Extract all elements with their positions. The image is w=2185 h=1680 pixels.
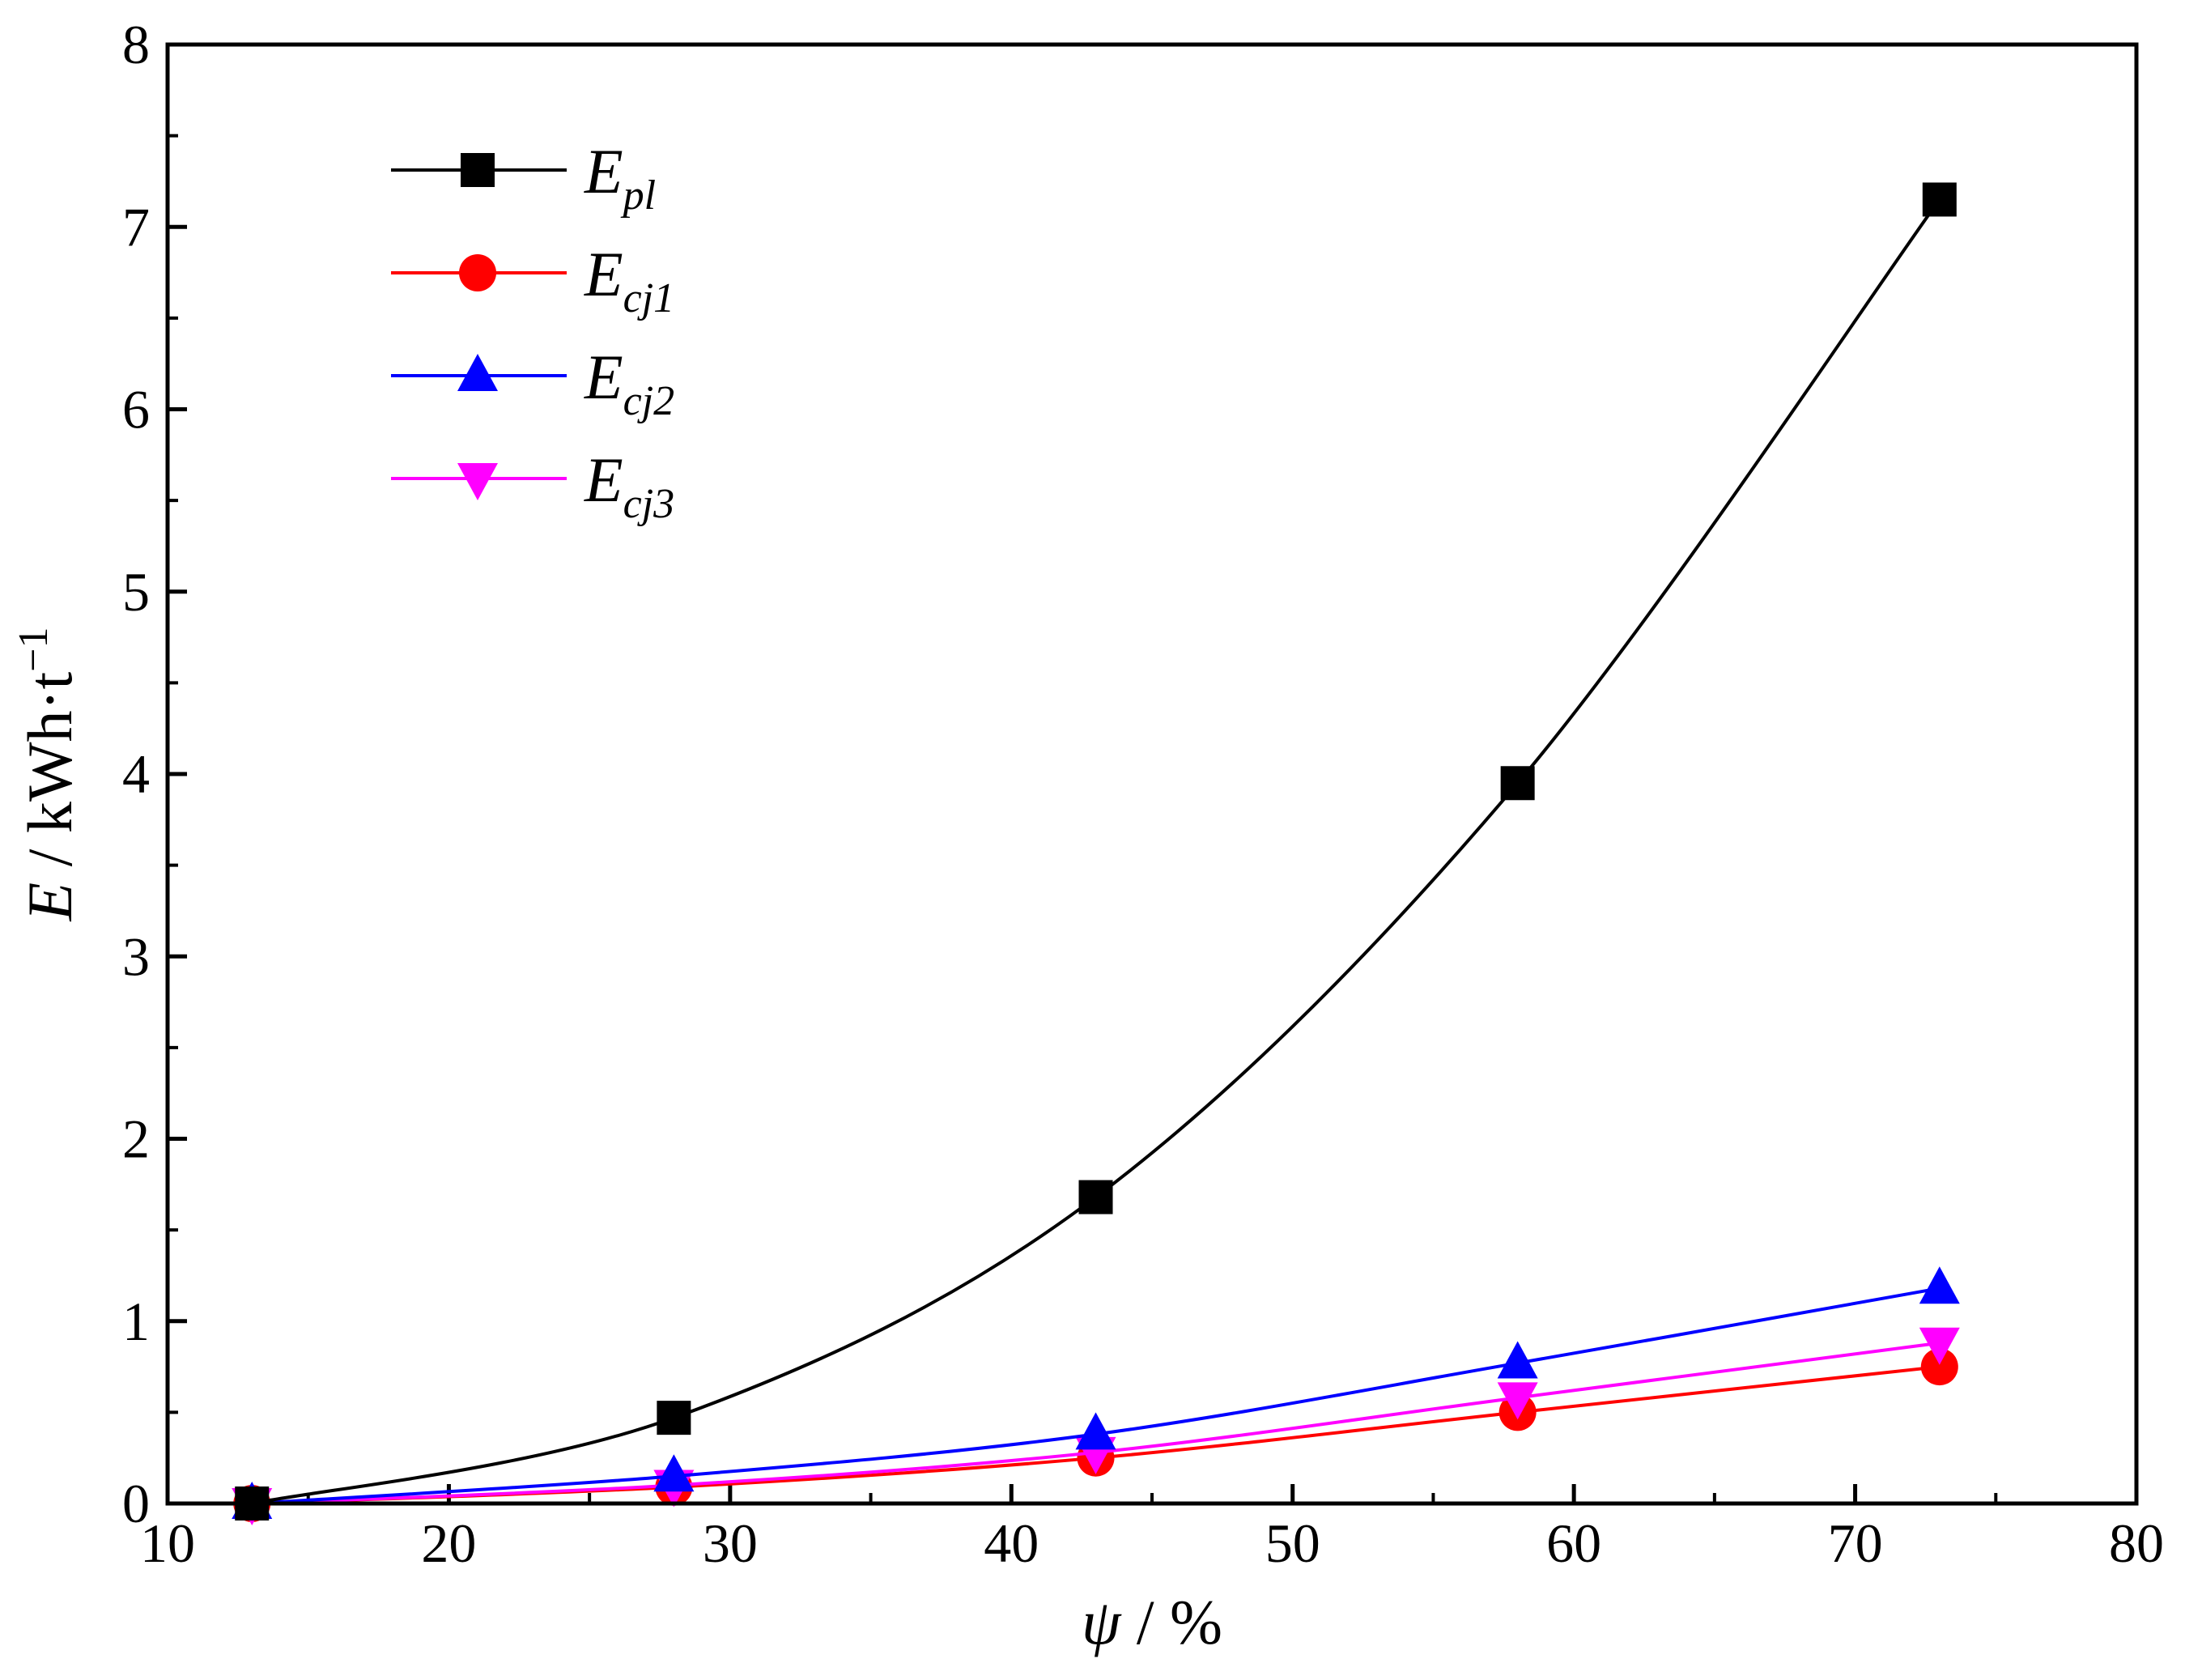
x-tick-label: 60 [1546,1512,1601,1574]
y-tick-label: 0 [122,1473,150,1534]
legend-item-pl: Epl [391,136,656,219]
x-axis-unit: / % [1120,1587,1222,1657]
data-point-cj3 [1919,1327,1960,1365]
series-layer [232,182,1960,1525]
x-tick-label: 30 [703,1512,758,1574]
y-tick-label: 6 [122,379,150,440]
legend-item-cj1: Ecj1 [391,239,674,321]
legend-label-main: E [584,342,623,412]
y-tick-label: 3 [122,925,150,987]
data-point-cj2 [1075,1412,1116,1450]
legend-item-cj2: Ecj2 [391,342,674,424]
x-tick-label: 50 [1265,1512,1320,1574]
data-point-cj3 [1497,1382,1538,1420]
y-tick-label: 4 [122,743,150,805]
y-tick-label: 8 [122,14,150,75]
legend-marker [461,153,495,187]
legend-label-subscript: pl [620,172,656,219]
axis-ticks: 10 20 30 40 50 60 70 80 0 1 2 3 4 5 6 7 8 [122,14,2164,1574]
data-point-cj2 [1497,1341,1538,1379]
legend-label: Epl [584,136,656,219]
data-point-pl [657,1401,691,1435]
y-axis-title: E / kWh·t−1 [11,627,85,922]
series-line-pl [251,198,1941,1505]
data-point-cj1 [1920,1348,1958,1386]
x-tick-label: 80 [2109,1512,2164,1574]
data-point-pl [1500,766,1535,801]
data-point-pl [1078,1180,1113,1214]
legend-label: Ecj3 [584,444,674,527]
x-tick-label: 70 [1828,1512,1883,1574]
legend-item-cj3: Ecj3 [391,444,674,527]
x-tick-label: 20 [421,1512,476,1574]
y-tick-label: 1 [122,1291,150,1352]
x-tick-label: 10 [140,1512,195,1574]
y-axis-symbol: E [15,883,85,922]
legend-label-subscript: cj2 [623,378,675,424]
y-tick-label: 5 [122,561,150,623]
x-axis-symbol: ψ [1082,1587,1122,1657]
legend-label-main: E [584,239,623,309]
legend-marker [457,354,498,391]
y-tick-label: 7 [122,196,150,257]
series-pl [235,182,1957,1521]
legend-label: Ecj2 [584,342,674,424]
data-point-cj2 [1919,1266,1960,1304]
data-point-pl [1922,182,1957,217]
legend-label-main: E [584,444,623,515]
legend-label-subscript: cj3 [623,481,675,527]
legend-label: Ecj1 [584,239,674,321]
data-point-cj2 [653,1454,695,1492]
y-axis-unit: / kWh·t [15,672,85,883]
plot-frame [165,42,2139,1506]
legend-marker [457,463,498,500]
x-axis-title: ψ / % [1082,1587,1222,1657]
x-tick-label: 40 [984,1512,1039,1574]
y-tick-label: 2 [122,1108,150,1170]
legend-label-subscript: cj1 [623,275,675,321]
y-axis-exponent: −1 [11,627,57,672]
legend-label-main: E [584,136,623,206]
legend-marker [459,254,496,291]
